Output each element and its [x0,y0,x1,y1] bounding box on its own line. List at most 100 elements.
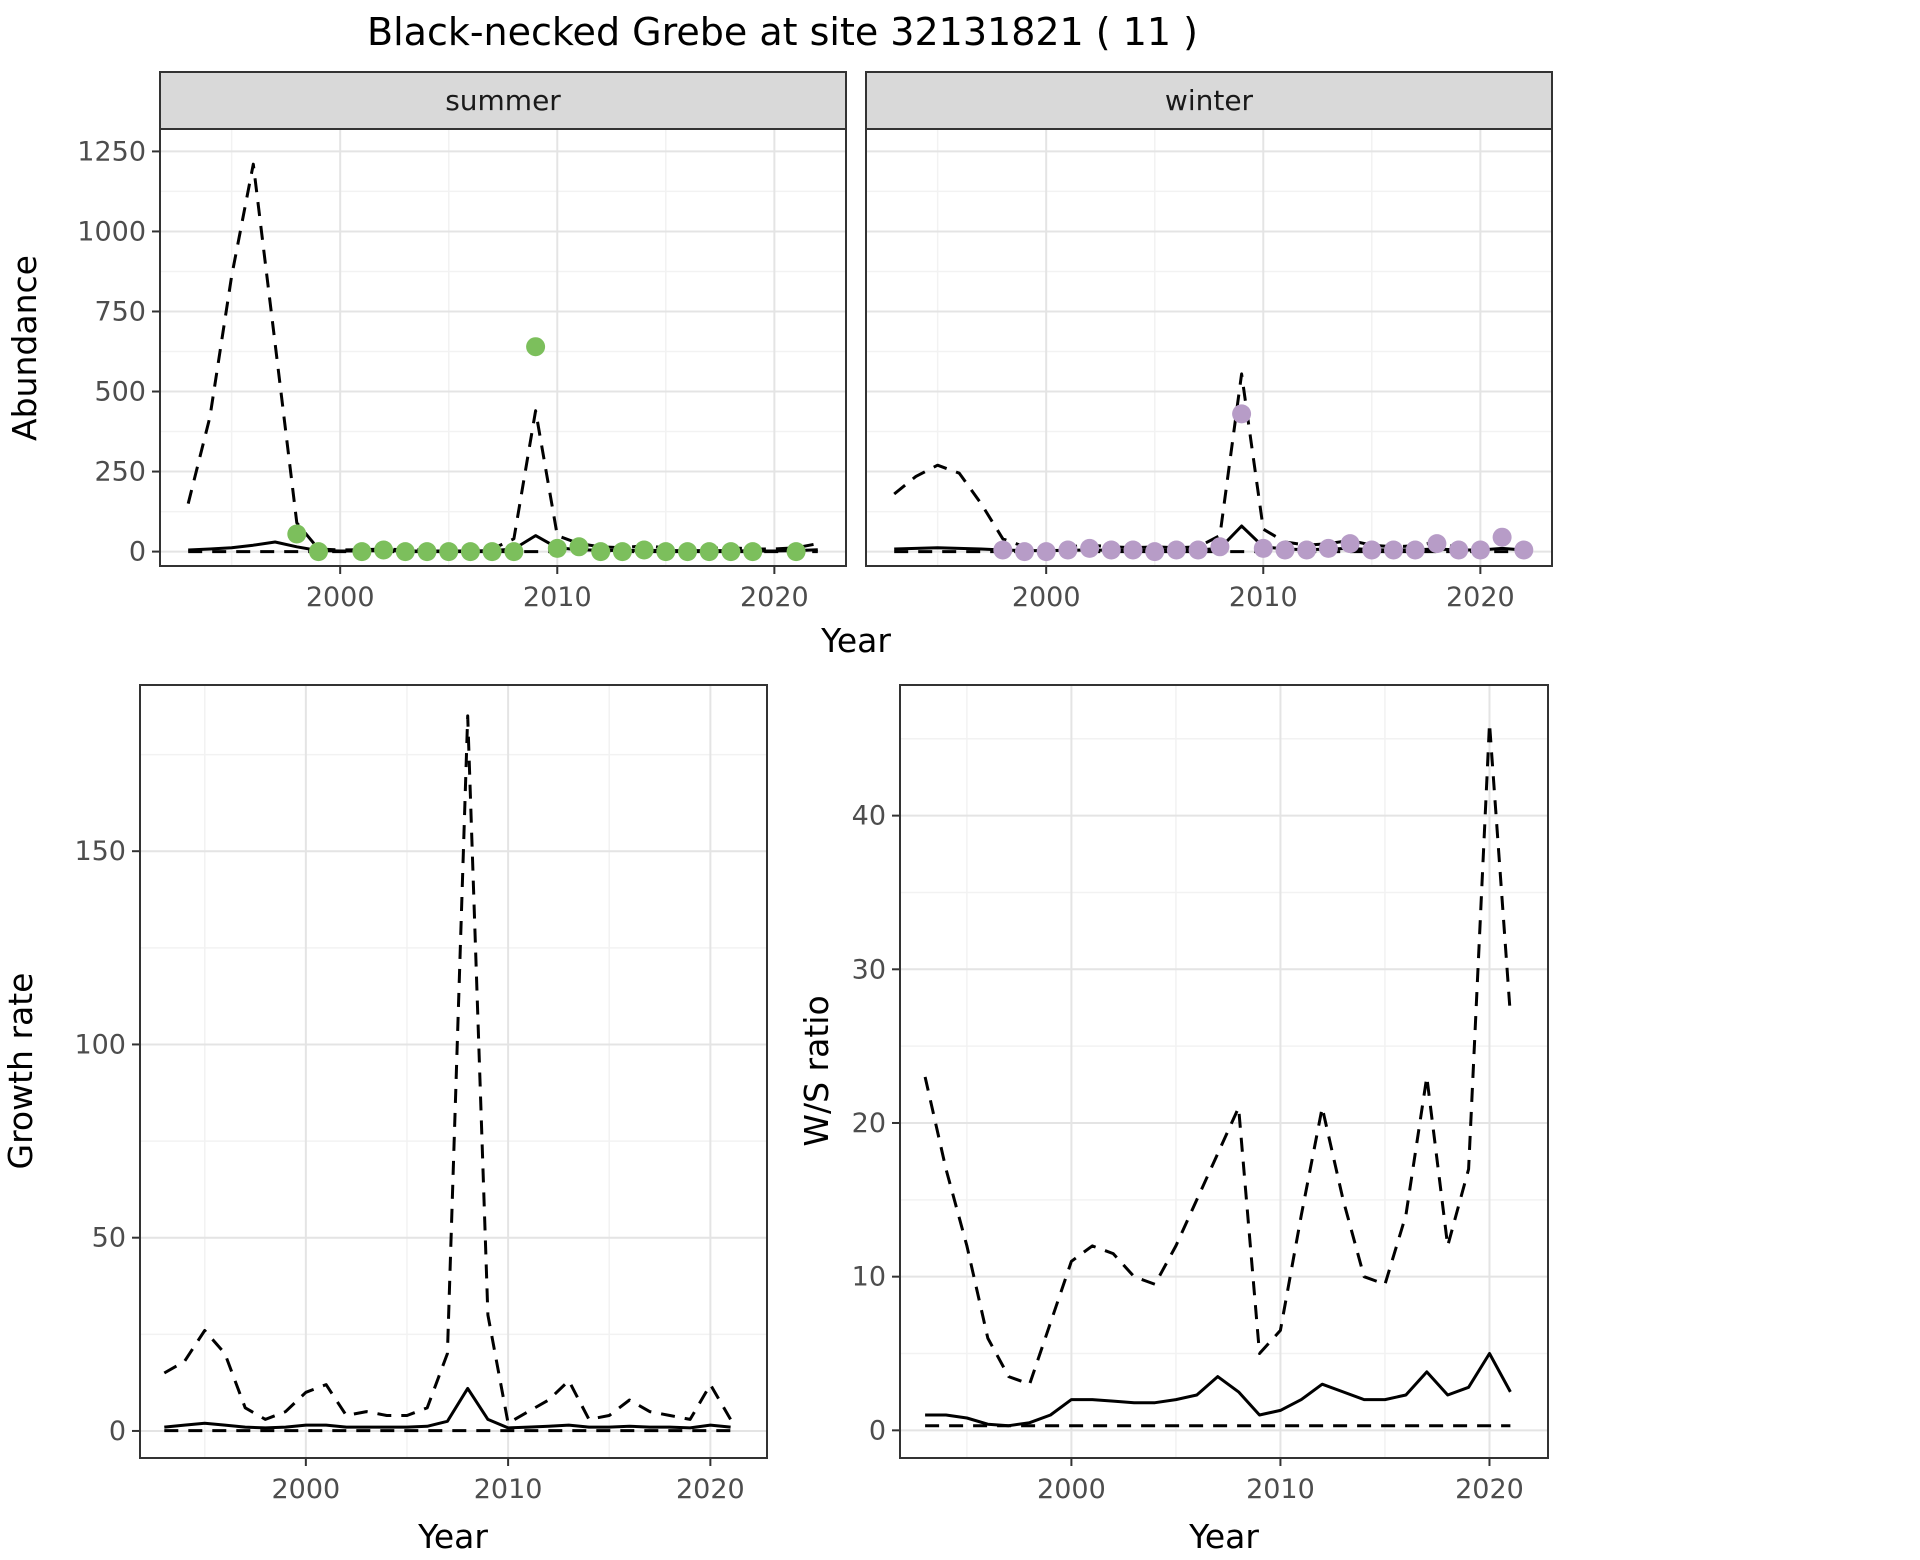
observed-count-point [1340,534,1360,554]
observed-count-point [1015,542,1034,562]
observed-count-point [721,542,741,562]
observed-count-point [634,540,654,560]
observed-count-point [1384,540,1403,560]
y-axis-tick-label: 20 [852,1108,886,1139]
x-axis-tick-label: 2010 [523,582,592,613]
observed-count-point [460,542,480,562]
facet-strip-winter [865,71,1553,130]
y-axis-tick-label: 40 [852,801,886,832]
observed-count-point [417,542,437,562]
x-axis-tick-label: 2000 [1037,1474,1106,1505]
panel-background [900,685,1548,1458]
x-axis-tick-label: 2020 [740,582,809,613]
observed-count-point [569,537,589,557]
x-axis-tick-label: 2000 [271,1474,340,1505]
chart-title: Black-necked Grebe at site 32131821 ( 11… [367,10,1198,54]
x-axis-tick-label: 2020 [676,1474,745,1505]
panel-border [159,128,847,567]
observed-count-point [1405,540,1425,560]
x-axis-tick-label: 2010 [1246,1474,1315,1505]
observed-count-point [1036,542,1056,562]
winter-abundance-panel: 2000 2010 2020 [865,128,1553,613]
observed-count-point [1232,404,1252,424]
x-axis-tick-label: 2010 [1229,582,1298,613]
y-axis-tick-label: 10 [852,1262,886,1293]
panel-background [160,129,846,566]
observed-count-point [1318,538,1338,558]
y-axis-tick-label: 500 [94,377,146,408]
observed-count-point [439,542,459,562]
y-axis-tick-label: 0 [109,1416,126,1447]
x-axis-tick-label: 2010 [474,1474,543,1505]
ws-ratio-panel: 2000 2010 2020 0 10 20 30 40 [852,684,1549,1505]
facet-strip-summer [159,71,847,130]
x-axis-tick-label: 2000 [306,582,375,613]
ws-ratio-chart: W/S ratio Year 2000 2010 2020 0 10 20 30 40 [800,684,1549,1556]
y-axis-tick-label: 100 [74,1029,126,1060]
growth-rate-x-axis-title: Year [417,1517,488,1556]
facet-strip-winter-label: winter [1165,84,1254,117]
observed-count-point [1492,527,1512,547]
panel-border [865,128,1553,567]
observed-count-point [743,542,763,562]
observed-count-point [1080,538,1100,558]
observed-count-point [1470,540,1490,560]
observed-count-point [309,542,328,562]
observed-count-point [1427,534,1447,554]
facet-strip-summer-label: summer [445,84,561,117]
observed-count-point [699,542,719,562]
observed-count-point [786,542,806,562]
panel-background [866,129,1552,566]
y-axis-tick-label: 250 [94,457,146,488]
observed-count-point [504,542,524,562]
upper-ci-line [893,372,1525,550]
observed-count-point [352,542,372,562]
observed-count-point [678,542,697,562]
observed-count-point [1123,540,1143,560]
observed-count-point [993,540,1013,560]
panel-border [139,684,768,1459]
observed-count-point [656,542,676,562]
x-axis-tick-label: 2020 [1446,582,1515,613]
observed-count-point [287,524,307,544]
y-axis-tick-label: 150 [74,836,126,867]
y-axis-tick-label: 0 [129,537,146,568]
observed-count-point [395,542,415,562]
median-line [925,1352,1512,1428]
growth-rate-y-axis-title: Growth rate [1,973,40,1170]
observed-count-point [374,540,394,560]
observed-count-point [482,542,502,562]
abundance-chart: Abundance Year summer winter 2000 2010 202… [5,71,1553,660]
y-axis-tick-label: 1000 [77,216,146,247]
observed-count-point [1297,540,1317,560]
median-line [164,1386,731,1430]
observed-count-point [612,542,632,562]
observed-count-point [1145,542,1165,562]
observed-count-point [1058,540,1078,560]
observed-count-point [1101,540,1121,560]
y-axis-tick-label: 30 [852,954,886,985]
growth-rate-panel: 2000 2010 2020 0 50 100 150 [74,684,768,1505]
upper-ci-line [163,714,732,1425]
growth-rate-chart: Growth rate Year 2000 2010 2020 0 50 100 150 [1,684,768,1556]
summer-abundance-panel: 2000 2010 2020 0 250 500 750 1000 1250 [77,128,847,613]
panel-background [140,685,767,1458]
observed-count-point [1275,540,1295,560]
ws-ratio-x-axis-title: Year [1188,1517,1259,1556]
observed-count-point [1188,540,1208,560]
observed-count-point [1210,537,1230,557]
observed-count-point [1253,538,1273,558]
observed-count-point [1362,540,1382,560]
ws-ratio-y-axis-title: W/S ratio [800,995,836,1146]
y-axis-tick-label: 0 [869,1415,886,1446]
abundance-y-axis-title: Abundance [5,255,44,441]
x-axis-tick-label: 2000 [1012,582,1081,613]
y-axis-tick-label: 1250 [77,136,146,167]
panel-border [899,684,1549,1459]
y-axis-tick-label: 50 [92,1223,126,1254]
observed-count-point [526,337,546,357]
observed-count-point [591,542,611,562]
y-axis-tick-label: 750 [94,296,146,327]
observed-count-point [1166,540,1186,560]
